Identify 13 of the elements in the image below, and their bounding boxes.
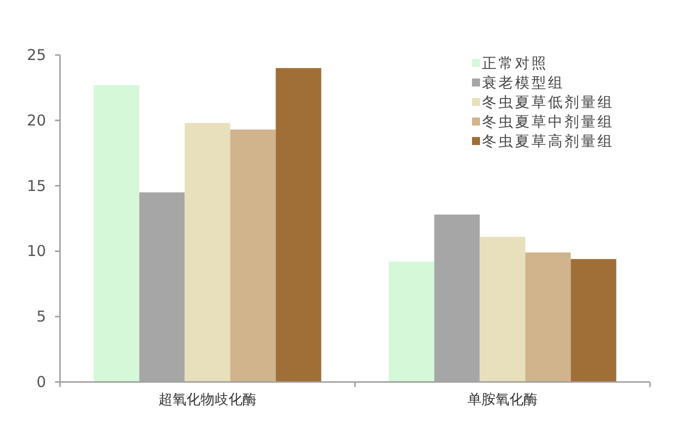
y-tick-label: 25 <box>26 46 46 64</box>
legend-label: 衰老模型组 <box>482 74 564 92</box>
y-tick-label: 20 <box>26 111 46 130</box>
x-tick-label: 超氧化物歧化酶 <box>158 392 256 408</box>
y-tick-label: 0 <box>36 373 46 391</box>
legend-label: 正常对照 <box>482 55 548 72</box>
x-tick-label: 单胺氧化酶 <box>468 392 538 408</box>
legend-label: 冬虫夏草低剂量组 <box>482 94 614 111</box>
y-tick-label: 10 <box>26 242 46 260</box>
y-tick-label: 5 <box>36 308 46 326</box>
y-tick-label: 15 <box>26 176 46 195</box>
legend-label: 冬虫夏草中剂量组 <box>482 114 614 130</box>
legend-label: 冬虫夏草高剂量组 <box>482 133 614 150</box>
